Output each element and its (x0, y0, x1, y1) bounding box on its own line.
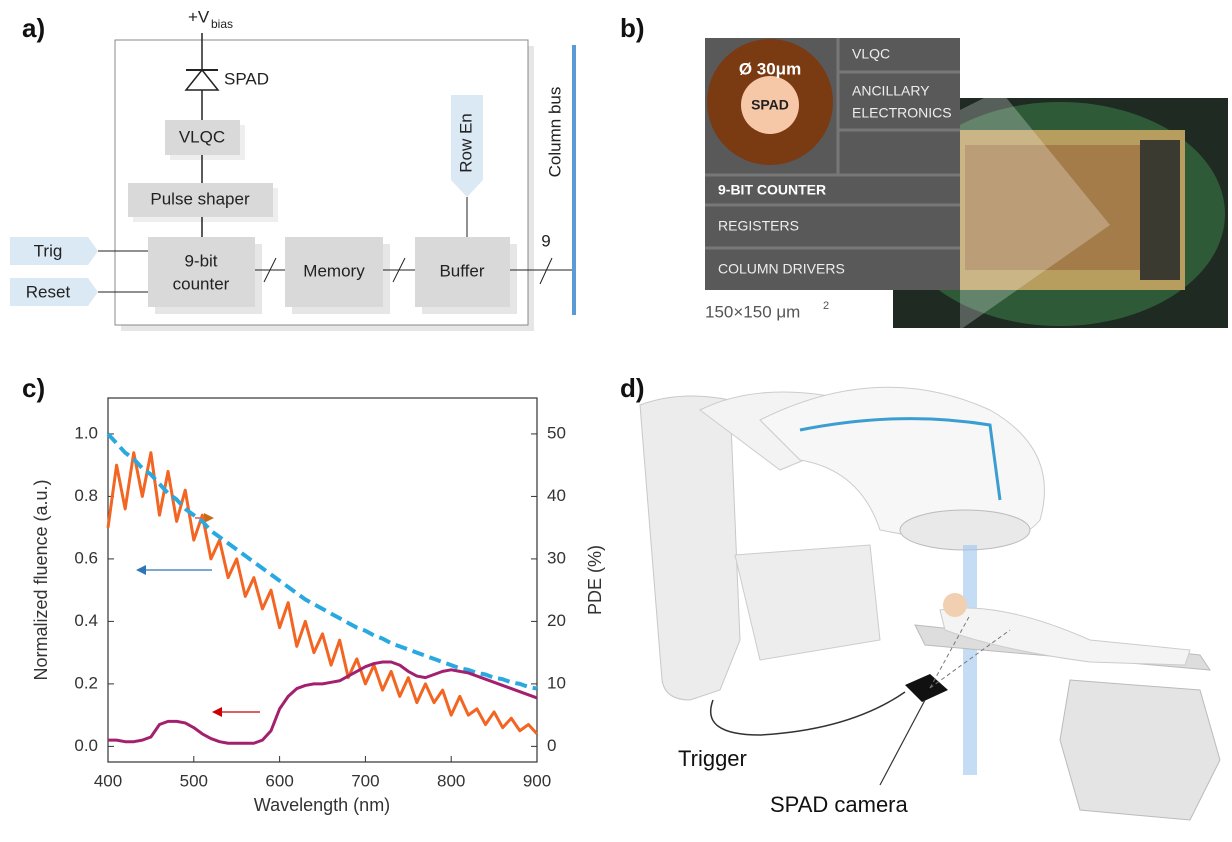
y2-tick-label: 10 (547, 673, 566, 692)
panel-label: a) (22, 13, 45, 43)
y-tick-label: 1.0 (74, 423, 98, 442)
reset-label: Reset (26, 282, 71, 301)
counter-label: 9-BIT COUNTER (718, 182, 826, 198)
series-line (108, 453, 537, 734)
supply-label: +V (188, 7, 210, 26)
photo-circuit (1140, 140, 1180, 280)
patient (940, 608, 1190, 665)
counter-box (148, 237, 255, 307)
y-tick-label: 0.0 (74, 736, 98, 755)
y2-tick-label: 50 (547, 423, 566, 442)
y2-tick-label: 40 (547, 486, 566, 505)
memory-label: Memory (303, 261, 365, 280)
y2-tick-label: 0 (547, 736, 556, 755)
series-line (108, 434, 537, 689)
spad-camera (905, 674, 948, 702)
buffer-label: Buffer (439, 261, 484, 280)
x-tick-label: 400 (94, 771, 122, 790)
bus-slash (540, 258, 552, 284)
ancillary-label: ANCILLARY (852, 83, 930, 99)
size-sup: 2 (823, 300, 829, 312)
trigger-label: Trigger (678, 746, 747, 771)
series-line (108, 662, 537, 743)
beam (963, 545, 977, 775)
counter-label: 9-bit (184, 251, 217, 270)
pulse-label: Pulse shaper (150, 189, 250, 208)
setup-d: Trigger SPAD camera (640, 387, 1220, 820)
registers-label: REGISTERS (718, 218, 799, 234)
panel-label: d) (620, 373, 645, 403)
trig-label: Trig (34, 241, 63, 260)
y-tick-label: 0.8 (74, 486, 98, 505)
panel-label: c) (22, 373, 45, 403)
gantry-stand (640, 396, 740, 700)
counter-label: counter (173, 274, 230, 293)
ancillary-label: ELECTRONICS (852, 105, 952, 121)
imager-arm (735, 545, 880, 660)
diagram-a: +V bias SPAD VLQC Pulse shaper 9-bit cou… (10, 7, 574, 331)
vlqc-label: VLQC (179, 127, 225, 146)
drivers-label: COLUMN DRIVERS (718, 261, 845, 277)
trigger-cable (711, 692, 905, 735)
diameter-label: Ø 30μm (739, 59, 801, 78)
y2-tick-label: 30 (547, 548, 566, 567)
y2-tick-label: 20 (547, 611, 566, 630)
collimator (900, 510, 1030, 550)
size-label: 150×150 μm (705, 302, 800, 321)
x-tick-label: 800 (437, 771, 465, 790)
x-tick-label: 500 (180, 771, 208, 790)
plot-frame (108, 398, 537, 762)
pointer (880, 700, 925, 785)
figure: a) b) c) d) +V bias SPAD VLQC Pulse shap… (0, 0, 1232, 842)
x-axis-label: Wavelength (nm) (254, 795, 390, 815)
couch-base (1060, 680, 1220, 820)
annotations (136, 513, 260, 717)
arrow-head (212, 707, 222, 717)
spad-label: SPAD (751, 97, 789, 113)
chart-c: Normalized fluence (a.u.) PDE (%) Wavele… (31, 398, 605, 815)
column-bus-label: Column bus (545, 87, 564, 178)
spad-label: SPAD (224, 69, 269, 88)
x-tick-label: 900 (523, 771, 551, 790)
y2-axis-label: PDE (%) (585, 545, 605, 615)
y-tick-label: 0.2 (74, 673, 98, 692)
bus-width: 9 (541, 231, 550, 250)
panel-label: b) (620, 13, 645, 43)
arrow-head (136, 565, 146, 575)
patient-head (943, 593, 967, 617)
vlqc-label: VLQC (852, 46, 890, 62)
supply-sub: bias (211, 17, 233, 31)
y-tick-label: 0.6 (74, 548, 98, 567)
y-tick-label: 0.4 (74, 611, 98, 630)
camera-label: SPAD camera (770, 792, 909, 817)
x-tick-label: 600 (265, 771, 293, 790)
chip-b: Ø 30μm SPAD VLQC ANCILLARY ELECTRONICS 9… (705, 38, 1228, 330)
y-axis-label: Normalized fluence (a.u.) (31, 479, 51, 680)
arrow-head (204, 513, 214, 523)
row-en-label: Row En (456, 113, 475, 173)
x-tick-label: 700 (351, 771, 379, 790)
